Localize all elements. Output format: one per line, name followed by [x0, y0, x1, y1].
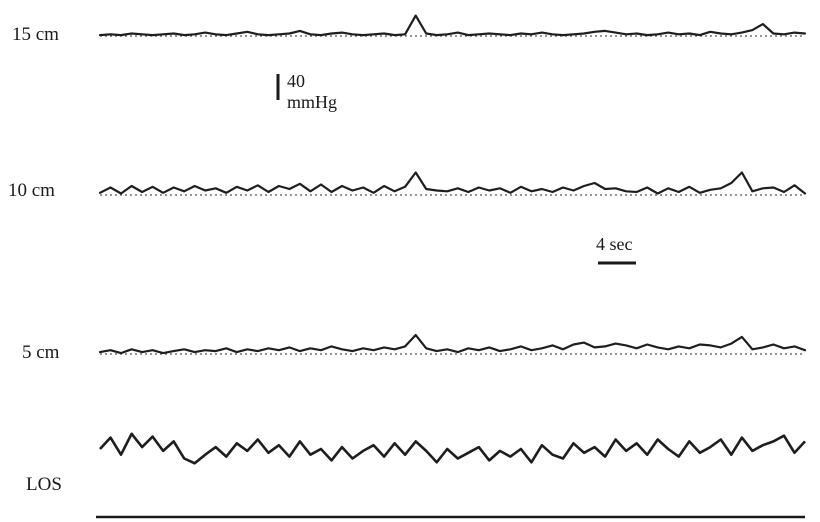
- trace-5cm: [98, 333, 807, 355]
- time-scale-label: 4 sec: [596, 234, 632, 254]
- channel-label-5cm: 5 cm: [22, 342, 60, 363]
- trace-15cm: [98, 14, 807, 37]
- trace-layer: [98, 14, 807, 465]
- trace-los: [99, 432, 806, 465]
- trace-10cm: [98, 171, 807, 195]
- pressure-scale-value: 40: [287, 71, 305, 91]
- channel-label-los: LOS: [26, 474, 62, 495]
- channel-label-10cm: 10 cm: [8, 180, 55, 201]
- pressure-scale-unit: mmHg: [287, 92, 337, 112]
- channel-label-15cm: 15 cm: [12, 24, 59, 45]
